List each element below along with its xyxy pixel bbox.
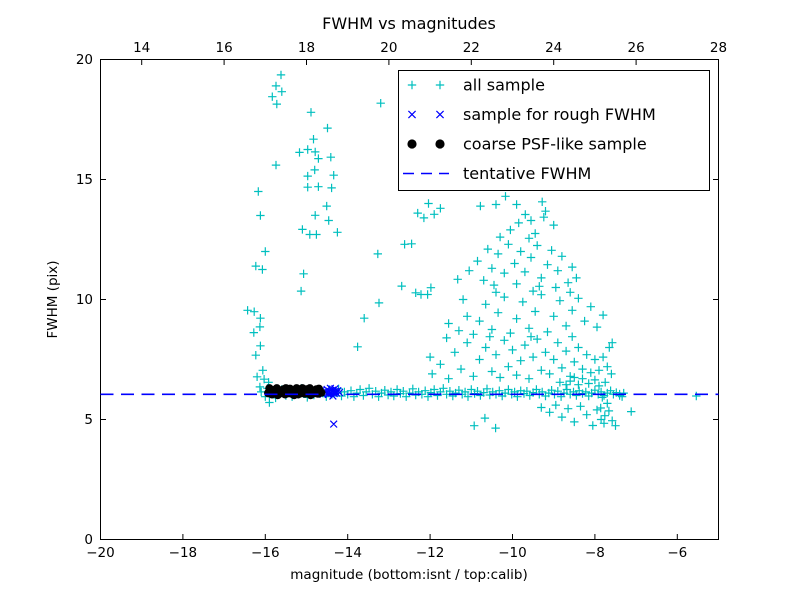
legend: all sample sample for rough FWHM coarse … [398,70,710,191]
legend-label-tentative-fwhm: tentative FWHM [463,164,591,183]
x-axis-label: magnitude (bottom:isnt / top:calib) [290,567,527,583]
x-tick-label: −8 [585,545,605,561]
top-x-tick-label: 22 [463,40,480,56]
x-tick-label: −6 [667,545,687,561]
axis-ticks [100,59,719,540]
y-tick-label: 20 [76,52,93,68]
y-tick-label: 10 [76,292,93,308]
x-tick-label: −10 [498,545,527,561]
legend-markers [403,80,449,175]
top-x-tick-label: 16 [216,40,233,56]
x-tick-label: −18 [169,545,198,561]
legend-dot-icon [407,139,417,149]
coarse-psf-point [314,384,324,393]
top-x-tick-label: 28 [710,40,727,56]
legend-box [398,70,710,191]
top-x-tick-label: 24 [545,40,562,56]
legend-x-icon [407,110,445,119]
legend-label-rough-fwhm: sample for rough FWHM [463,105,656,124]
all-sample-points [243,70,701,433]
legend-label-coarse-psf: coarse PSF-like sample [463,135,647,154]
y-axis-label: FWHM (pix) [45,260,61,338]
top-x-tick-label: 18 [298,40,315,56]
top-x-tick-label: 20 [380,40,397,56]
top-x-tick-label: 26 [628,40,645,56]
y-tick-label: 0 [84,532,93,548]
legend-label-all-sample: all sample [463,76,545,95]
y-tick-label: 15 [76,172,93,188]
top-x-tick-label: 14 [133,40,150,56]
legend-dot-icon [435,139,445,149]
x-tick-label: −12 [416,545,445,561]
coarse-psf-point [273,390,282,400]
chart-title: FWHM vs magnitudes [322,14,496,33]
coarse-psf-point [298,384,307,393]
series-coarse-psf [264,384,326,400]
axis-tick-labels: −20 −18 −16 −14 −12 −10 −8 −6 14 16 18 20 22 24 26 28 0 5… [76,40,727,561]
series-all-sample [243,70,701,433]
legend-plus-icon [407,80,445,90]
x-tick-label: −16 [251,545,280,561]
x-tick-label: −14 [333,545,362,561]
x-tick-label: −20 [86,545,115,561]
y-tick-label: 5 [84,412,93,428]
coarse-psf-point [281,384,291,393]
coarse-psf-point [265,384,274,393]
